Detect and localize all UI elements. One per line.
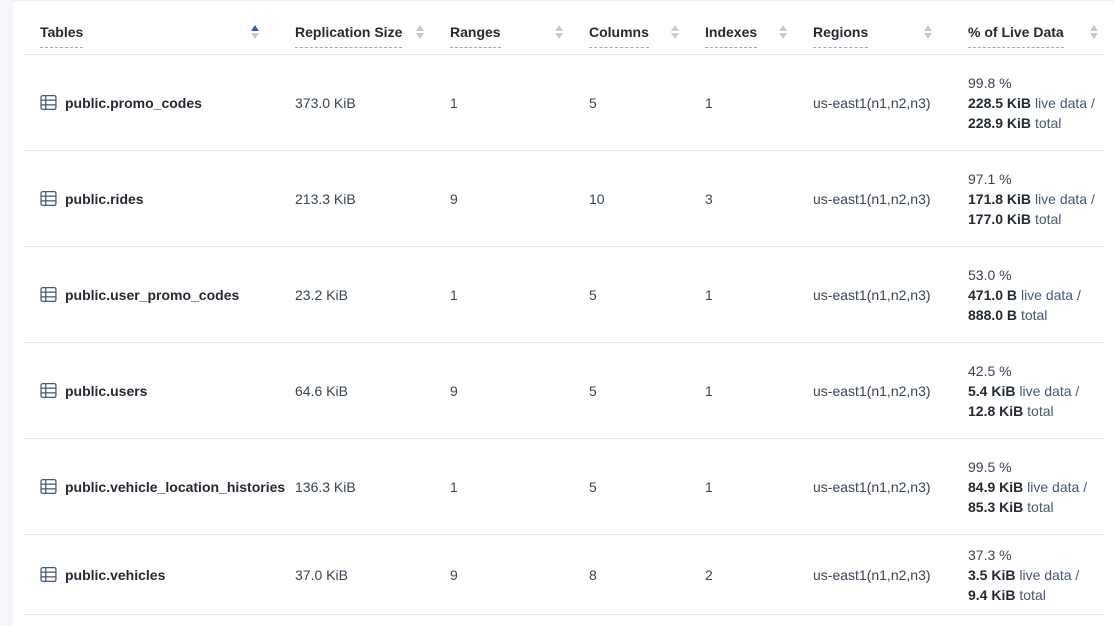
- sort-icon: [555, 25, 563, 39]
- live-amount-line: 3.5 KiB live data /: [968, 566, 1080, 583]
- table-icon: [40, 94, 57, 111]
- column-header-label: Indexes: [705, 24, 758, 48]
- table-row: public.vehicle_location_histories 136.3 …: [25, 439, 1104, 535]
- column-header-label: Ranges: [450, 24, 501, 48]
- columns-value: 5: [589, 94, 597, 111]
- live-data-cell: 97.1 % 171.8 KiB live data / 177.0 KiB tot…: [968, 151, 1104, 246]
- live-percent: 99.8 %: [968, 74, 1012, 91]
- live-amount-line: 171.8 KiB live data /: [968, 190, 1095, 207]
- regions-value: us-east1(n1,n2,n3): [813, 382, 931, 399]
- indexes-value: 1: [705, 94, 713, 111]
- live-data-cell: 37.3 % 3.5 KiB live data / 9.4 KiB total: [968, 535, 1104, 614]
- table-row: public.rides 213.3 KiB 9 10 3 us-east1(n…: [25, 151, 1104, 247]
- table-icon: [40, 190, 57, 207]
- total-amount-line: 228.9 KiB total: [968, 114, 1062, 131]
- ranges-value: 1: [450, 94, 458, 111]
- replication-size-value: 213.3 KiB: [295, 190, 356, 207]
- table-header-row: Tables Replication Size Ranges Columns I…: [25, 1, 1104, 55]
- table-icon: [40, 286, 57, 303]
- indexes-value: 1: [705, 382, 713, 399]
- sort-icon: [251, 25, 259, 39]
- table-row: public.vehicles 37.0 KiB 9 8 2 us-east1(…: [25, 535, 1104, 615]
- table-icon: [40, 382, 57, 399]
- indexes-value: 1: [705, 286, 713, 303]
- live-percent: 97.1 %: [968, 170, 1012, 187]
- column-header-label: Regions: [813, 24, 869, 48]
- live-percent: 99.5 %: [968, 458, 1012, 475]
- table-name-link[interactable]: public.user_promo_codes: [65, 286, 240, 303]
- column-header-tables[interactable]: Tables: [40, 1, 295, 54]
- total-amount-line: 85.3 KiB total: [968, 498, 1054, 515]
- regions-value: us-east1(n1,n2,n3): [813, 478, 931, 495]
- ranges-value: 9: [450, 190, 458, 207]
- columns-value: 5: [589, 382, 597, 399]
- regions-value: us-east1(n1,n2,n3): [813, 286, 931, 303]
- ranges-value: 9: [450, 566, 458, 583]
- column-header-label: Columns: [589, 24, 649, 48]
- column-header-label: Replication Size: [295, 24, 403, 48]
- sort-icon: [1090, 25, 1098, 39]
- table-icon: [40, 566, 57, 583]
- column-header-live-data[interactable]: % of Live Data: [968, 1, 1104, 54]
- table-icon: [40, 478, 57, 495]
- indexes-value: 2: [705, 566, 713, 583]
- live-data-cell: 99.8 % 228.5 KiB live data / 228.9 KiB tot…: [968, 55, 1104, 150]
- table-name-link[interactable]: public.promo_codes: [65, 94, 202, 111]
- replication-size-value: 23.2 KiB: [295, 286, 348, 303]
- table-name-link[interactable]: public.rides: [65, 190, 144, 207]
- tables-list-panel: Tables Replication Size Ranges Columns I…: [13, 0, 1114, 626]
- table-row: public.users 64.6 KiB 9 5 1 us-east1(n1,…: [25, 343, 1104, 439]
- live-amount-line: 5.4 KiB live data /: [968, 382, 1080, 399]
- replication-size-value: 37.0 KiB: [295, 566, 348, 583]
- column-header-replication-size[interactable]: Replication Size: [295, 1, 450, 54]
- column-header-indexes[interactable]: Indexes: [705, 1, 813, 54]
- column-header-label: % of Live Data: [968, 24, 1064, 48]
- regions-value: us-east1(n1,n2,n3): [813, 190, 931, 207]
- table-row: public.user_promo_codes 23.2 KiB 1 5 1 u…: [25, 247, 1104, 343]
- total-amount-line: 12.8 KiB total: [968, 402, 1054, 419]
- live-amount-line: 84.9 KiB live data /: [968, 478, 1088, 495]
- live-percent: 42.5 %: [968, 362, 1012, 379]
- sort-icon: [416, 25, 424, 39]
- sort-icon: [671, 25, 679, 39]
- live-amount-line: 228.5 KiB live data /: [968, 94, 1095, 111]
- live-data-cell: 99.5 % 84.9 KiB live data / 85.3 KiB total: [968, 439, 1104, 534]
- column-header-label: Tables: [40, 24, 84, 48]
- sort-icon: [924, 25, 932, 39]
- column-header-ranges[interactable]: Ranges: [450, 1, 589, 54]
- table-name-link[interactable]: public.vehicle_location_histories: [65, 478, 286, 495]
- indexes-value: 1: [705, 478, 713, 495]
- column-header-regions[interactable]: Regions: [813, 1, 968, 54]
- ranges-value: 1: [450, 478, 458, 495]
- indexes-value: 3: [705, 190, 713, 207]
- regions-value: us-east1(n1,n2,n3): [813, 566, 931, 583]
- table-name-link[interactable]: public.vehicles: [65, 566, 166, 583]
- table-row: public.promo_codes 373.0 KiB 1 5 1 us-ea…: [25, 55, 1104, 151]
- replication-size-value: 136.3 KiB: [295, 478, 356, 495]
- live-percent: 53.0 %: [968, 266, 1012, 283]
- column-header-columns[interactable]: Columns: [589, 1, 705, 54]
- total-amount-line: 177.0 KiB total: [968, 210, 1062, 227]
- replication-size-value: 373.0 KiB: [295, 94, 356, 111]
- columns-value: 8: [589, 566, 597, 583]
- total-amount-line: 9.4 KiB total: [968, 586, 1046, 603]
- live-data-cell: 42.5 % 5.4 KiB live data / 12.8 KiB total: [968, 343, 1104, 438]
- table-name-link[interactable]: public.users: [65, 382, 148, 399]
- columns-value: 10: [589, 190, 605, 207]
- ranges-value: 9: [450, 382, 458, 399]
- regions-value: us-east1(n1,n2,n3): [813, 94, 931, 111]
- live-percent: 37.3 %: [968, 546, 1012, 563]
- columns-value: 5: [589, 286, 597, 303]
- sort-icon: [779, 25, 787, 39]
- replication-size-value: 64.6 KiB: [295, 382, 348, 399]
- ranges-value: 1: [450, 286, 458, 303]
- columns-value: 5: [589, 478, 597, 495]
